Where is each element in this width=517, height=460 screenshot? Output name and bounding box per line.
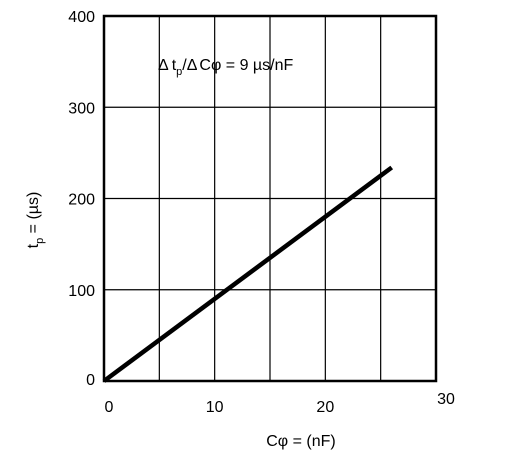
annotation-delta-2: Δ	[187, 57, 198, 74]
y-tick-label: 200	[68, 192, 95, 209]
x-tick-label: 10	[206, 399, 224, 416]
x-tick-label: 30	[437, 391, 455, 408]
x-axis-title: Cφ = (nF)	[266, 433, 336, 450]
y-axis-title-rest: = (µs)	[25, 192, 42, 238]
y-axis-title-subscript: p	[34, 238, 46, 244]
x-tick-label: 0	[105, 399, 114, 416]
y-tick-label: 300	[68, 100, 95, 117]
x-tick-labels: 0 10 20 30	[105, 391, 455, 416]
y-tick-label: 100	[68, 283, 95, 300]
series-line	[102, 165, 394, 383]
x-tick-label: 20	[316, 399, 334, 416]
y-tick-labels: 0 100 200 300 400	[68, 9, 95, 389]
annotation-delta-1: Δ	[158, 57, 169, 74]
annotation-t: t	[172, 57, 177, 74]
annotation-t-subscript: p	[176, 66, 182, 78]
annotation-slash: /	[182, 57, 187, 74]
y-tick-label: 0	[86, 372, 95, 389]
plot-area-frame	[102, 14, 438, 383]
series-layer	[102, 165, 394, 383]
annotation-rest: Cφ = 9 µs/nF	[199, 57, 293, 74]
y-axis-title-main: t	[25, 243, 42, 248]
y-axis-title: tp = (µs)	[25, 192, 46, 249]
y-tick-label: 400	[68, 9, 95, 26]
